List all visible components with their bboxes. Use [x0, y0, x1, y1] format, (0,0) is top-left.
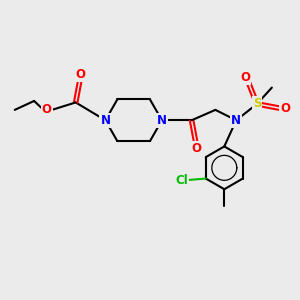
Text: O: O	[42, 103, 52, 116]
Text: N: N	[231, 114, 241, 127]
Text: O: O	[240, 71, 250, 84]
Text: O: O	[280, 102, 290, 115]
Text: Cl: Cl	[175, 173, 188, 187]
Text: N: N	[157, 114, 167, 127]
Text: N: N	[100, 114, 110, 127]
Text: S: S	[253, 98, 261, 110]
Text: O: O	[191, 142, 201, 155]
Text: O: O	[75, 68, 85, 81]
